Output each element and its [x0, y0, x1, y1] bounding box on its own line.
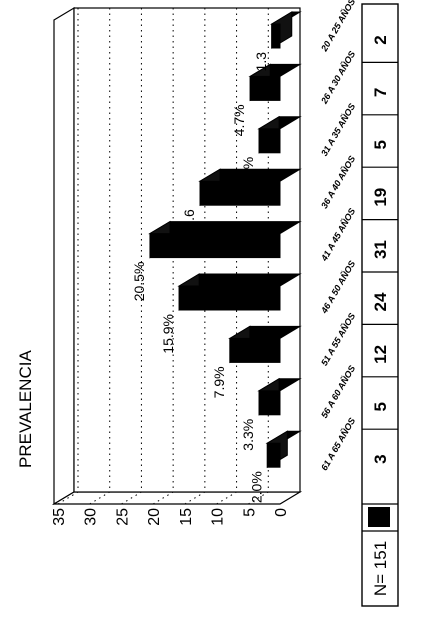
table-count-cell: 19 — [371, 188, 390, 207]
y-tick-label: 5 — [241, 508, 258, 517]
category-label: 20 A 25 AÑOS — [319, 0, 358, 54]
data-label: 3.3% — [240, 419, 256, 451]
y-tick-label: 20 — [146, 508, 163, 526]
table-count-cell: 5 — [371, 402, 390, 411]
y-axis-ticks: 0 5 10 15 20 25 30 35 — [51, 508, 290, 526]
bar — [199, 180, 281, 206]
data-label: 12.6 — [181, 209, 197, 236]
bar — [266, 442, 281, 468]
data-label: 7.9% — [211, 366, 227, 398]
bar — [229, 337, 281, 363]
category-label: 41 A 45 AÑOS — [319, 206, 358, 263]
category-label: 26 A 30 AÑOS — [319, 49, 358, 106]
grid-line-floor — [184, 491, 206, 505]
bar — [149, 233, 281, 259]
table-count-cell: 7 — [371, 88, 390, 97]
grid-line-floor — [248, 491, 269, 505]
table-count-cell: 12 — [371, 345, 390, 364]
y-tick-label: 0 — [273, 508, 290, 517]
category-label: 51 A 55 AÑOS — [319, 311, 357, 367]
category-label: 61 A 65 AÑOS — [319, 416, 357, 472]
bar — [271, 23, 281, 49]
chart-side-wall — [53, 6, 75, 506]
category-label: 31 A 35 AÑOS — [319, 102, 357, 158]
grid-line-floor — [121, 491, 142, 505]
table-count-cell: 3 — [371, 454, 390, 463]
bar — [258, 390, 281, 416]
data-label: 20.5% — [131, 262, 147, 302]
y-tick-label: 35 — [51, 508, 68, 526]
table-count-cell: 2 — [371, 35, 390, 44]
bar — [178, 285, 281, 311]
category-label: 36 A 40 AÑOS — [319, 154, 357, 210]
data-label: 2.0% — [248, 471, 264, 503]
bar — [249, 75, 281, 101]
table-count-cell: 5 — [371, 140, 390, 149]
data-label: 1.3 — [253, 52, 269, 72]
y-tick-label: 15 — [178, 508, 195, 526]
bar — [258, 128, 281, 154]
table-count-cell: 24 — [371, 292, 390, 311]
table-frame — [361, 3, 399, 607]
chart-title: PREVALENCIA — [16, 350, 35, 468]
y-tick-label: 30 — [83, 508, 100, 526]
category-label: 46 A 50 AÑOS — [319, 259, 358, 316]
grid-line-floor — [89, 491, 110, 505]
data-label: 4.7% — [231, 104, 247, 136]
grid-line-floor — [57, 491, 79, 505]
bar-top — [148, 221, 302, 235]
y-tick-label: 10 — [210, 508, 227, 526]
value-labels: 1.3 4.7% 3.3% 12.6 20.5% 15.9% 7.9% 3.3% 2.0% — [131, 52, 269, 503]
y-tick-label: 25 — [114, 508, 131, 526]
n-total-label: N= 151 — [371, 541, 390, 596]
legend-swatch — [368, 507, 390, 527]
grid-line-floor — [216, 491, 237, 505]
data-label: 15.9% — [160, 314, 176, 354]
grid-line-floor — [152, 491, 174, 505]
bars — [148, 11, 302, 469]
category-label: 56 A 60 AÑOS — [319, 364, 357, 420]
table-count-cell: 31 — [371, 240, 390, 259]
data-label: 3.3% — [240, 157, 256, 189]
count-table: N= 151 2 7 5 19 31 24 12 5 3 — [361, 3, 399, 607]
